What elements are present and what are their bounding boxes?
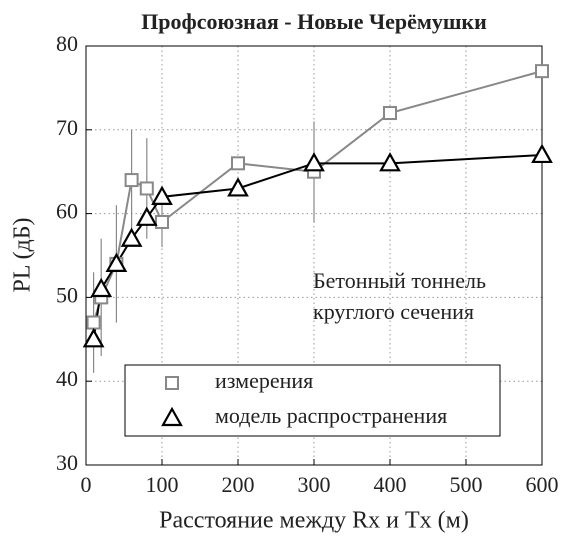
y-tick-label: 70 — [56, 115, 78, 140]
marker — [227, 177, 249, 197]
annotation: круглого сечения — [313, 299, 474, 324]
marker — [383, 106, 397, 121]
line — [92, 70, 543, 323]
x-tick-label: 500 — [450, 472, 483, 497]
y-tick-label: 50 — [56, 282, 78, 307]
y-axis-label: PL (дБ) — [10, 217, 36, 292]
annotation: Бетонный тоннель — [313, 268, 486, 293]
marker — [151, 185, 173, 205]
legend-label: измерения — [215, 368, 313, 393]
y-tick-label: 30 — [56, 450, 78, 475]
legend-marker — [161, 406, 183, 427]
legend-marker — [165, 376, 179, 390]
x-tick-label: 400 — [374, 472, 407, 497]
marker — [124, 173, 139, 188]
marker — [105, 252, 128, 272]
marker — [155, 214, 169, 229]
marker — [303, 152, 325, 172]
marker — [231, 156, 245, 171]
x-axis-label: Расстояние между Rx и Tx (м) — [159, 508, 469, 534]
line — [92, 153, 543, 340]
marker — [535, 64, 549, 79]
y-tick-label: 60 — [56, 199, 78, 224]
marker — [86, 315, 101, 330]
marker — [90, 277, 113, 298]
legend-label: модель распространения — [215, 403, 447, 428]
x-tick-label: 100 — [146, 472, 179, 497]
marker — [120, 227, 143, 247]
plot-frame — [85, 45, 543, 466]
x-tick-label: 600 — [526, 472, 559, 497]
chart-title: Профсоюзная - Новые Черёмушки — [141, 9, 487, 34]
marker — [139, 181, 154, 196]
y-tick-label: 40 — [56, 366, 78, 391]
marker — [531, 143, 553, 164]
x-tick-label: 200 — [222, 472, 255, 497]
x-tick-label: 300 — [298, 472, 331, 497]
legend-box — [124, 364, 501, 437]
marker — [82, 328, 105, 348]
marker — [379, 152, 401, 172]
marker — [135, 206, 158, 226]
x-tick-label: 0 — [81, 472, 92, 497]
y-tick-label: 80 — [56, 31, 78, 56]
